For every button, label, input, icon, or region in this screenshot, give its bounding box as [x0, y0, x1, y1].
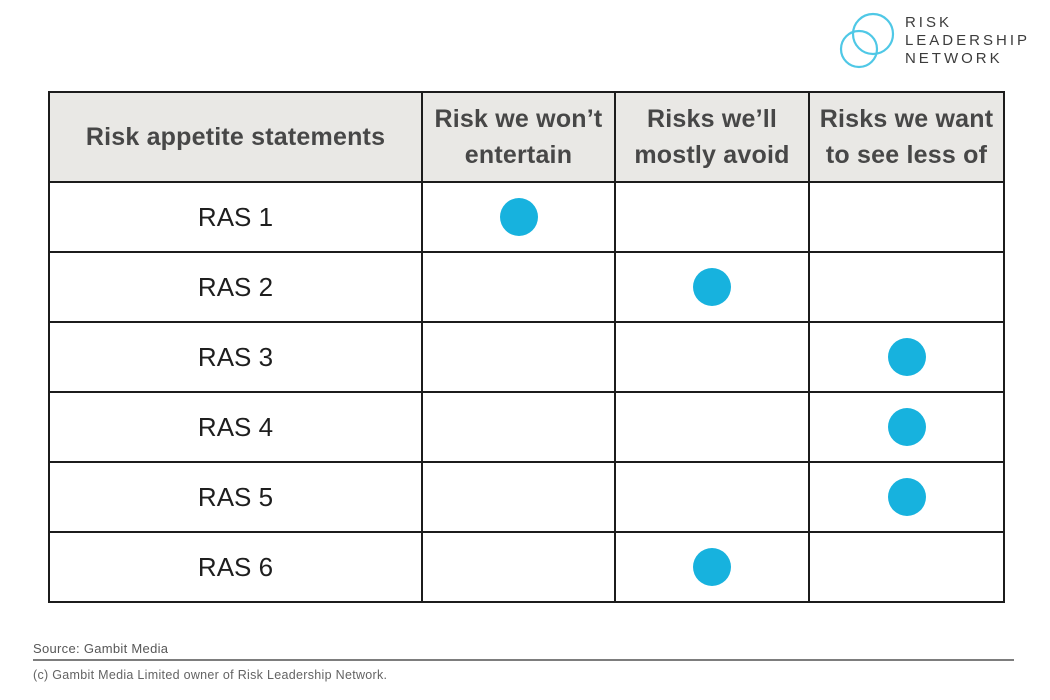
column-header-statements: Risk appetite statements: [48, 91, 423, 183]
logo-circles-icon: [839, 12, 895, 69]
risk-appetite-table: Risk appetite statements Risk we won’t e…: [48, 91, 1005, 603]
marker-cell: [808, 181, 1005, 253]
logo-line-1: RISK: [904, 14, 952, 31]
column-header-see-less-of: Risks we want to see less of: [808, 91, 1005, 183]
row-label: RAS 6: [48, 531, 423, 603]
marker-cell: [421, 461, 616, 533]
marker-cell: [614, 321, 810, 393]
marker-dot-icon: [887, 338, 926, 376]
marker-cell: [808, 391, 1005, 463]
marker-cell: [421, 531, 616, 603]
marker-cell: [808, 531, 1005, 603]
source-text: Source: Gambit Media: [33, 641, 169, 656]
column-header-mostly-avoid: Risks we’ll mostly avoid: [614, 91, 810, 183]
row-label: RAS 1: [48, 181, 423, 253]
copyright-text: (c) Gambit Media Limited owner of Risk L…: [33, 668, 388, 682]
marker-dot-icon: [693, 548, 731, 586]
marker-dot-icon: [693, 268, 731, 306]
table-row: RAS 6: [48, 531, 1005, 603]
logo-circle-top: [851, 12, 895, 56]
marker-cell: [808, 461, 1005, 533]
marker-cell: [808, 251, 1005, 323]
table-body: RAS 1 RAS 2 RAS 3 RAS 4 RAS 5 RAS 6: [48, 181, 1005, 603]
row-label: RAS 5: [48, 461, 423, 533]
table-row: RAS 1: [48, 181, 1005, 253]
marker-cell: [421, 181, 616, 253]
marker-dot-icon: [887, 408, 926, 446]
row-label: RAS 2: [48, 251, 423, 323]
marker-dot-icon: [499, 198, 538, 236]
marker-cell: [421, 391, 616, 463]
risk-leadership-network-logo: RISK LEADERSHIP NETWORK: [839, 12, 1030, 70]
table-row: RAS 3: [48, 321, 1005, 393]
row-label: RAS 4: [48, 391, 423, 463]
logo-circle-bottom: [839, 29, 879, 69]
logo-wordmark: RISK LEADERSHIP NETWORK: [905, 14, 1030, 68]
marker-dot-icon: [887, 478, 926, 516]
header-row: Risk appetite statements Risk we won’t e…: [48, 91, 1005, 183]
column-header-wont-entertain: Risk we won’t entertain: [421, 91, 616, 183]
marker-cell: [808, 321, 1005, 393]
risk-appetite-table-wrapper: Risk appetite statements Risk we won’t e…: [48, 91, 1005, 603]
logo-line-2: LEADERSHIP: [904, 32, 1030, 49]
marker-cell: [421, 321, 616, 393]
table-row: RAS 4: [48, 391, 1005, 463]
marker-cell: [614, 531, 810, 603]
marker-cell: [614, 181, 810, 253]
marker-cell: [614, 391, 810, 463]
marker-cell: [614, 251, 810, 323]
row-label: RAS 3: [48, 321, 423, 393]
table-row: RAS 5: [48, 461, 1005, 533]
marker-cell: [614, 461, 810, 533]
logo-line-3: NETWORK: [904, 50, 1003, 67]
table-row: RAS 2: [48, 251, 1005, 323]
footer-divider: [33, 659, 1014, 661]
marker-cell: [421, 251, 616, 323]
